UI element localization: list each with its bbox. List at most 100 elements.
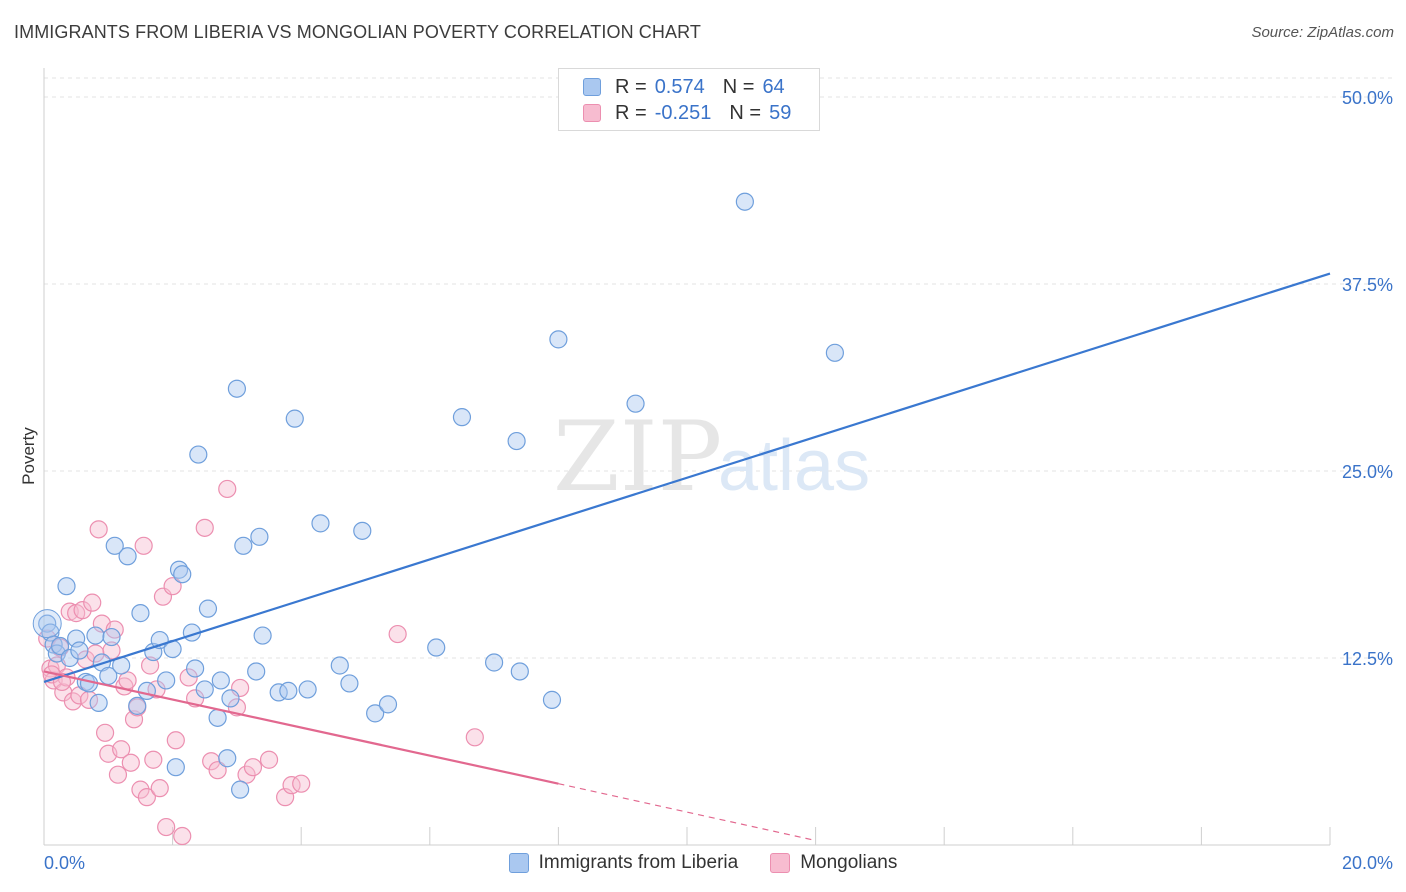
data-point [330, 656, 349, 675]
data-point [250, 527, 269, 546]
legend-n-value: 59 [769, 101, 792, 124]
chart-title: IMMIGRANTS FROM LIBERIA VS MONGOLIAN POV… [14, 22, 701, 42]
data-point [510, 662, 529, 681]
data-point [163, 577, 182, 596]
data-point [427, 638, 446, 657]
x-tick-label: 20.0% [1342, 853, 1393, 873]
data-point [121, 753, 140, 772]
data-point [231, 780, 250, 799]
axes [43, 68, 1331, 846]
data-point [134, 536, 153, 555]
legend-item-mongolians[interactable]: Mongolians [770, 852, 897, 874]
data-point [128, 696, 147, 715]
data-point [208, 708, 227, 727]
y-axis-label: Poverty [19, 427, 38, 485]
legend-row-liberia: R = 0.574 N = 64 [583, 75, 785, 99]
data-point [83, 593, 102, 612]
data-point [73, 601, 92, 620]
correlation-legend: R = 0.574 N = 64 R = -0.251 N = 59 [558, 68, 820, 131]
data-point [311, 514, 330, 533]
data-point [150, 779, 169, 798]
data-point [218, 479, 237, 499]
legend-swatch-pink [770, 853, 791, 873]
data-point [89, 693, 108, 712]
data-point [124, 710, 144, 729]
legend-r-label: R = [615, 75, 647, 98]
data-point [86, 626, 105, 645]
y-tick-label: 12.5% [1342, 649, 1393, 669]
legend-n-value: 64 [762, 75, 785, 98]
data-point [378, 695, 398, 714]
data-point [292, 774, 311, 793]
legend-r-value: 0.574 [654, 75, 705, 98]
data-point [131, 780, 150, 799]
data-point [166, 758, 185, 777]
data-point [237, 765, 256, 784]
data-point [173, 826, 192, 846]
data-point [340, 674, 359, 693]
data-point [57, 577, 76, 596]
data-point [60, 648, 79, 668]
data-point [137, 788, 156, 807]
data-point [485, 653, 504, 672]
data-point [102, 627, 121, 647]
data-point [208, 761, 227, 780]
data-point [108, 765, 128, 784]
legend-n-label: N = [729, 101, 762, 124]
legend-item-liberia[interactable]: Immigrants from Liberia [508, 852, 739, 874]
data-point [285, 409, 304, 428]
grid-lines [44, 77, 1392, 659]
data-point [144, 750, 163, 769]
data-point [542, 690, 562, 709]
data-point-large [32, 609, 62, 639]
trend-line-mongolians [43, 670, 559, 785]
data-point [195, 518, 214, 537]
data-point [131, 604, 150, 623]
data-point [166, 731, 185, 750]
data-point [243, 758, 263, 777]
trend-lines [43, 272, 1331, 842]
data-point [549, 330, 568, 349]
data-point [247, 662, 266, 681]
data-point [298, 680, 317, 699]
data-point [269, 683, 288, 702]
data-point [102, 641, 121, 660]
data-point [137, 681, 156, 701]
legend-swatch-blue [583, 78, 601, 96]
series-legend: Immigrants from Liberia Mongolians [0, 852, 1406, 874]
data-point [234, 536, 253, 555]
data-point [198, 599, 218, 618]
legend-label-liberia: Immigrants from Liberia [538, 852, 739, 873]
data-point [173, 565, 192, 584]
data-point [140, 656, 160, 675]
data-point [366, 704, 385, 723]
data-point [259, 750, 279, 769]
data-point [253, 626, 272, 645]
data-point [388, 624, 407, 644]
trend-line-liberia [43, 272, 1331, 683]
data-point [118, 547, 137, 566]
data-point [50, 636, 70, 656]
data-point [507, 431, 526, 451]
data-point [41, 623, 60, 642]
legend-swatch-blue [508, 853, 529, 873]
data-point [95, 723, 115, 742]
data-point [227, 379, 246, 398]
data-point [279, 681, 298, 701]
data-point [211, 671, 230, 690]
y-tick-label: 50.0% [1342, 88, 1393, 108]
data-point [195, 680, 214, 699]
data-point [465, 728, 484, 747]
legend-r-value: -0.251 [654, 101, 712, 124]
data-point [735, 192, 754, 211]
data-point [218, 749, 237, 768]
data-point [179, 668, 198, 687]
data-point [105, 536, 124, 555]
legend-r-label: R = [615, 101, 647, 124]
data-point [186, 659, 205, 678]
y-tick-label: 25.0% [1342, 462, 1393, 482]
data-point [67, 629, 86, 648]
data-point [452, 408, 472, 427]
legend-row-mongolians: R = -0.251 N = 59 [583, 101, 791, 125]
